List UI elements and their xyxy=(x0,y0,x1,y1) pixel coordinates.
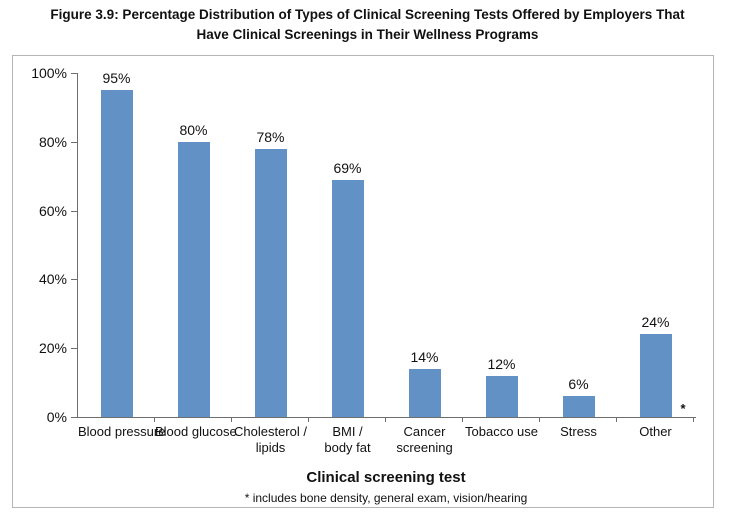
figure-title: Figure 3.9: Percentage Distribution of T… xyxy=(0,5,735,45)
category-label-bmi-body-fat: BMI / body fat xyxy=(324,424,371,455)
y-axis-tick-label-100: 100% xyxy=(31,65,67,81)
y-axis-tick-mark xyxy=(71,279,77,281)
bar-other xyxy=(639,334,672,417)
x-axis-line xyxy=(77,417,696,418)
bar-value-label-bmi-body-fat: 69% xyxy=(333,159,362,176)
bar-value-label-cholesterol-lipids: 78% xyxy=(256,128,285,145)
x-axis-tick-mark xyxy=(154,418,155,422)
bar-value-label-blood-glucose: 80% xyxy=(179,121,208,138)
y-axis-tick-mark xyxy=(71,348,77,350)
x-axis-title: Clinical screening test xyxy=(306,469,466,486)
y-axis-tick-mark xyxy=(71,210,77,212)
bar-value-label-stress: 6% xyxy=(568,376,589,393)
bar-stress xyxy=(562,396,595,417)
bar-bmi-body-fat xyxy=(331,179,364,417)
x-axis-tick-mark xyxy=(231,418,232,422)
x-axis-tick-mark xyxy=(385,418,386,422)
y-axis-tick-label-20: 20% xyxy=(38,340,67,357)
category-label-tobacco-use: Tobacco use xyxy=(465,424,538,439)
x-axis-tick-mark xyxy=(616,418,617,422)
bar-tobacco-use xyxy=(485,375,518,417)
x-axis-tick-mark xyxy=(462,418,463,422)
category-label-stress: Stress xyxy=(560,424,597,439)
y-axis-tick-labels: 0% 20% 40% 60% 80% 100% xyxy=(17,65,67,425)
chart-footnote: * includes bone density, general exam, v… xyxy=(244,491,528,505)
x-axis-tick-mark xyxy=(693,418,694,422)
x-axis-tick-mark xyxy=(539,418,540,422)
figure-title-line-2: Have Clinical Screenings in Their Wellne… xyxy=(196,27,539,42)
category-label-blood-glucose: Blood glucose xyxy=(155,424,237,439)
y-axis-tick-label-0: 0% xyxy=(46,409,67,425)
bar-value-label-blood-pressure: 95% xyxy=(102,70,131,87)
y-axis-tick-mark xyxy=(71,141,77,143)
y-axis-tick-mark xyxy=(71,417,77,418)
bar-value-label-cancer-screening: 14% xyxy=(410,348,439,365)
y-axis-tick-label-40: 40% xyxy=(38,271,67,288)
other-bar-asterisk: * xyxy=(680,401,686,416)
plot-area: 95% 80% 78% 69% 14% 12% 6% 24% xyxy=(78,70,694,417)
bar-cancer-screening xyxy=(408,368,441,417)
chart-frame: 0% 20% 40% 60% 80% 100% 95% 80% 78% 69% 14% 12% 6% 2… xyxy=(12,55,714,508)
category-label-blood-pressure: Blood pressure xyxy=(78,424,166,439)
category-label-cholesterol-lipids: Cholesterol / lipids xyxy=(234,424,307,455)
bar-value-label-tobacco-use: 12% xyxy=(487,355,516,372)
bar-cholesterol-lipids xyxy=(254,148,287,417)
x-axis-tick-mark xyxy=(308,418,309,422)
category-label-cancer-screening: Cancer screening xyxy=(396,424,453,455)
figure-title-line-1: Figure 3.9: Percentage Distribution of T… xyxy=(50,7,685,22)
y-axis-tick-mark xyxy=(71,73,77,74)
bar-blood-pressure xyxy=(100,90,133,417)
category-label-other: Other xyxy=(639,424,672,439)
bar-value-label-other: 24% xyxy=(641,314,670,331)
bar-blood-glucose xyxy=(177,141,210,417)
y-axis-tick-label-60: 60% xyxy=(38,202,67,219)
y-axis-line xyxy=(77,73,78,418)
y-axis-tick-label-80: 80% xyxy=(38,133,67,150)
